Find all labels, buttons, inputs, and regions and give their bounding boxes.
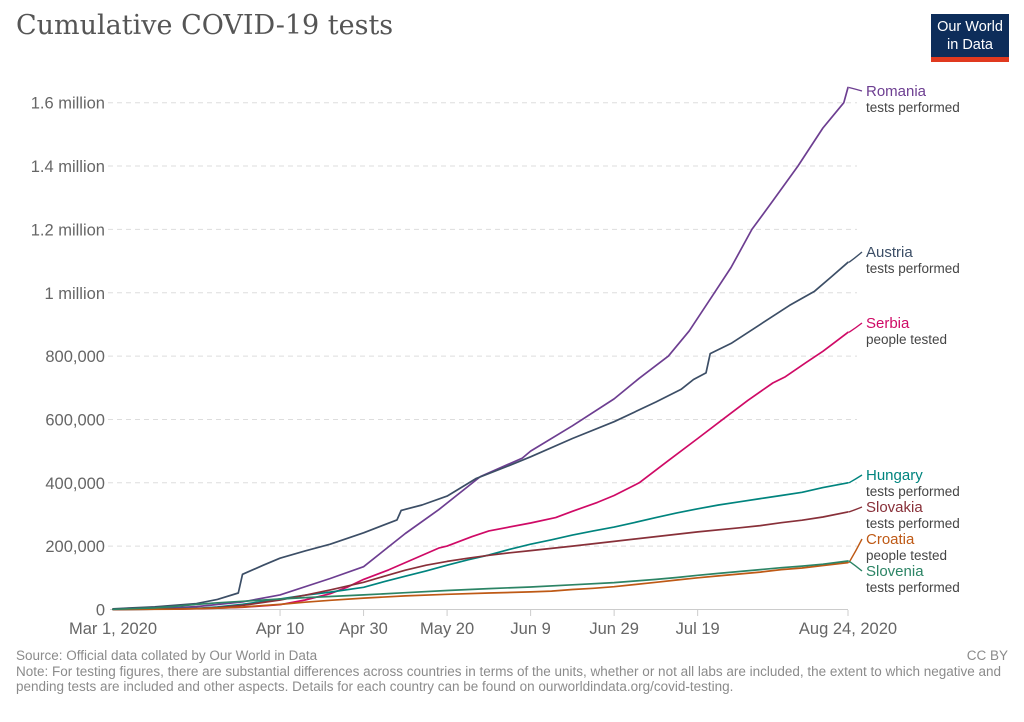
x-tick-label: Mar 1, 2020 bbox=[69, 620, 157, 638]
y-tick-label: 1.6 million bbox=[31, 95, 105, 113]
x-tick-label: Apr 30 bbox=[339, 620, 388, 638]
plot-area: 0 200,000 400,000 600,000 800,000 1 million 1.… bbox=[31, 83, 960, 638]
series-unit-slovakia: tests performed bbox=[866, 516, 960, 531]
series-unit-hungary: tests performed bbox=[866, 484, 960, 499]
chart-title: Cumulative COVID-19 tests bbox=[16, 10, 394, 41]
series-unit-romania: tests performed bbox=[866, 100, 960, 115]
series-unit-austria: tests performed bbox=[866, 261, 960, 276]
x-tick-label: Jun 29 bbox=[589, 620, 639, 638]
label-connector-serbia bbox=[848, 322, 863, 333]
y-tick-label: 0 bbox=[96, 602, 105, 620]
label-connector-slovenia bbox=[848, 560, 863, 572]
owid-logo-underline bbox=[931, 57, 1009, 62]
series-label-serbia: Serbia bbox=[866, 315, 910, 332]
label-connector-hungary bbox=[848, 474, 863, 484]
x-tick-label: Jun 9 bbox=[510, 620, 550, 638]
label-connector-slovakia bbox=[848, 506, 863, 513]
line-austria bbox=[112, 261, 849, 610]
series-label-slovakia: Slovakia bbox=[866, 499, 923, 516]
license-badge: CC BY bbox=[966, 648, 1008, 663]
y-tick-label: 800,000 bbox=[45, 348, 105, 366]
series-unit-croatia: people tested bbox=[866, 548, 947, 563]
series-label-hungary: Hungary bbox=[866, 467, 923, 484]
y-tick-label: 400,000 bbox=[45, 475, 105, 493]
series-unit-serbia: people tested bbox=[866, 332, 947, 347]
series-label-slovenia: Slovenia bbox=[866, 563, 924, 580]
x-tick-label: May 20 bbox=[420, 620, 474, 638]
x-tick-label: Apr 10 bbox=[256, 620, 305, 638]
owid-logo-line2: in Data bbox=[947, 37, 993, 53]
x-tick-label: Jul 19 bbox=[676, 620, 720, 638]
chart-footer: Source: Official data collated by Our Wo… bbox=[16, 648, 1008, 695]
owid-logo-line1: Our World bbox=[937, 19, 1003, 35]
series-label-austria: Austria bbox=[866, 244, 913, 261]
y-tick-label: 1.2 million bbox=[31, 221, 105, 239]
line-romania bbox=[112, 86, 849, 611]
line-serbia bbox=[112, 331, 849, 611]
y-tick-label: 600,000 bbox=[45, 411, 105, 429]
line-slovakia bbox=[112, 511, 849, 611]
source-note: Source: Official data collated by Our Wo… bbox=[16, 648, 318, 663]
series-label-croatia: Croatia bbox=[866, 531, 915, 548]
y-tick-label: 1 million bbox=[44, 285, 105, 303]
label-connector-romania bbox=[848, 86, 863, 92]
label-connector-croatia bbox=[848, 538, 863, 563]
owid-logo: Our World in Data bbox=[931, 14, 1009, 62]
series-unit-slovenia: tests performed bbox=[866, 580, 960, 595]
series-label-romania: Romania bbox=[866, 83, 927, 100]
footnote: Note: For testing figures, there are sub… bbox=[16, 663, 1002, 695]
line-slovenia bbox=[112, 560, 849, 611]
y-tick-label: 1.4 million bbox=[31, 158, 105, 176]
y-tick-label: 200,000 bbox=[45, 538, 105, 556]
label-connector-austria bbox=[848, 251, 863, 263]
line-croatia bbox=[112, 561, 849, 611]
x-tick-label: Aug 24, 2020 bbox=[799, 620, 897, 638]
